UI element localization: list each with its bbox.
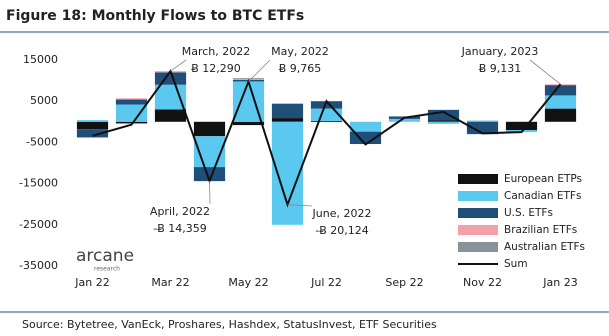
bar-segment xyxy=(466,120,499,122)
annotation-date: March, 2022 xyxy=(182,45,251,58)
annotation-leader xyxy=(529,59,561,85)
logo: arcane xyxy=(76,246,134,266)
x-tick-label: Mar 22 xyxy=(151,276,189,289)
bar-segment xyxy=(193,167,226,182)
bar-segment xyxy=(154,72,187,85)
bar-segment xyxy=(427,121,460,124)
legend-swatch xyxy=(458,174,498,184)
bar-segment xyxy=(232,78,265,79)
annotation-leader xyxy=(248,59,271,82)
bar-segment xyxy=(544,95,577,109)
bar-segment xyxy=(544,85,577,96)
annotation-date: April, 2022 xyxy=(150,205,210,218)
bar-segment xyxy=(310,108,343,121)
bar-segment xyxy=(193,121,226,137)
annotation-date: May, 2022 xyxy=(271,45,329,58)
bar-segment xyxy=(76,121,109,130)
legend-box xyxy=(452,167,581,271)
legend-label: Australian ETFs xyxy=(504,241,585,253)
x-tick-label: May 22 xyxy=(228,276,268,289)
legend-swatch xyxy=(458,242,498,252)
annotation-amount: -Ƀ 14,359 xyxy=(153,222,207,235)
y-tick-label: -5000 xyxy=(26,135,58,148)
bar-segment xyxy=(427,109,460,121)
annotation-amount: Ƀ 9,765 xyxy=(279,62,322,75)
legend-label: Canadian ETFs xyxy=(504,190,581,202)
y-tick-label: -15000 xyxy=(19,177,58,190)
annotation-amount: Ƀ 12,290 xyxy=(191,62,241,75)
bar-segment xyxy=(115,121,148,124)
bar-segment xyxy=(154,84,187,110)
bar-segment xyxy=(115,99,148,105)
bar-segment xyxy=(115,98,148,100)
source: Source: Bytetree, VanEck, Proshares, Has… xyxy=(22,318,437,331)
annotation-leader xyxy=(209,180,211,205)
bar-segment xyxy=(76,129,109,138)
x-tick-label: Sep 22 xyxy=(385,276,423,289)
bar-segment xyxy=(271,118,304,122)
bar-segment xyxy=(232,121,265,126)
annotation-leader xyxy=(287,204,313,207)
legend-swatch xyxy=(458,225,498,235)
bar-segment xyxy=(349,121,382,132)
y-tick-label: 15000 xyxy=(23,53,58,66)
bar-segment xyxy=(544,108,577,122)
bar-segment xyxy=(115,104,148,122)
bar-segment xyxy=(466,121,499,135)
logo-subtitle: research xyxy=(94,266,120,273)
y-tick-label: -35000 xyxy=(19,259,58,272)
x-tick-label: Nov 22 xyxy=(463,276,502,289)
bar-segment xyxy=(505,121,538,131)
x-tick-label: Jan 23 xyxy=(542,276,577,289)
legend-swatch xyxy=(458,191,498,201)
annotation-amount: Ƀ 9,131 xyxy=(479,62,522,75)
legend-label: Sum xyxy=(504,258,528,270)
annotation-leader xyxy=(170,59,187,72)
legend-label: Brazilian ETFs xyxy=(504,224,577,236)
bar-segment xyxy=(310,120,343,122)
legend-label: U.S. ETFs xyxy=(504,207,553,219)
bar-segment xyxy=(427,120,460,122)
annotation-amount: -Ƀ 20,124 xyxy=(315,224,369,237)
legend-swatch xyxy=(458,208,498,218)
bar-segment xyxy=(388,118,421,122)
bar-segment xyxy=(271,103,304,119)
bar-segment xyxy=(76,120,109,122)
chart-title: Figure 18: Monthly Flows to BTC ETFs xyxy=(6,8,304,24)
y-tick-label: -25000 xyxy=(19,218,58,231)
x-tick-label: Jul 22 xyxy=(310,276,342,289)
x-tick-label: Jan 22 xyxy=(74,276,109,289)
legend-label: European ETPs xyxy=(504,173,582,185)
bar-segment xyxy=(154,109,187,122)
y-tick-label: 5000 xyxy=(30,94,58,107)
annotation-date: June, 2022 xyxy=(312,207,372,220)
bar-segment xyxy=(310,101,343,109)
annotation-date: January, 2023 xyxy=(461,45,539,58)
